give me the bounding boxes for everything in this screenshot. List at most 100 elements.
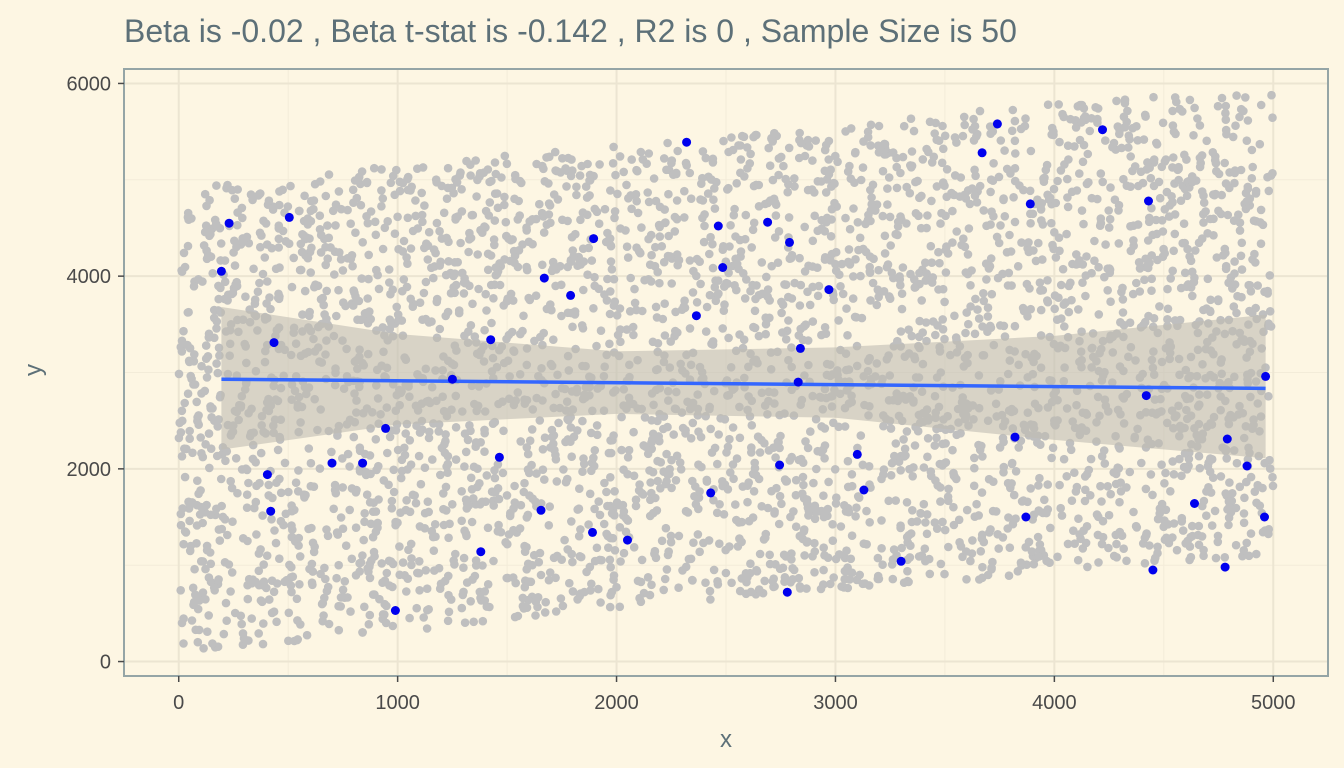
population-point xyxy=(1097,497,1106,506)
population-point xyxy=(490,473,500,483)
population-point xyxy=(927,278,937,287)
population-point xyxy=(406,186,415,195)
population-point xyxy=(299,216,309,226)
population-point xyxy=(768,175,778,185)
population-point xyxy=(540,433,550,443)
population-point xyxy=(612,582,621,592)
population-point xyxy=(1146,173,1156,183)
population-point xyxy=(331,488,341,498)
population-point xyxy=(637,223,646,232)
population-point xyxy=(820,145,830,155)
population-point xyxy=(850,178,859,187)
population-point xyxy=(562,182,571,191)
population-point xyxy=(681,426,690,435)
population-point xyxy=(515,211,524,220)
population-point xyxy=(790,174,799,183)
population-point xyxy=(180,527,190,536)
population-point xyxy=(1132,122,1141,131)
population-point xyxy=(858,244,868,254)
population-point xyxy=(549,335,558,345)
population-point xyxy=(366,519,376,529)
population-point xyxy=(1103,286,1112,295)
population-point xyxy=(749,487,759,496)
population-point xyxy=(1004,571,1014,580)
population-point xyxy=(1149,92,1158,102)
population-point xyxy=(774,519,784,529)
population-point xyxy=(334,625,344,635)
population-point xyxy=(357,274,367,283)
population-point xyxy=(643,188,652,197)
population-point xyxy=(615,152,625,161)
population-point xyxy=(896,280,905,290)
population-point xyxy=(1048,443,1058,453)
population-point xyxy=(902,498,912,507)
population-point xyxy=(238,534,248,543)
population-point xyxy=(934,247,943,257)
population-point xyxy=(754,331,764,341)
population-point xyxy=(843,331,852,340)
population-point xyxy=(982,275,991,284)
population-point xyxy=(1135,287,1145,296)
population-point xyxy=(979,537,989,547)
population-point xyxy=(212,451,222,461)
population-point xyxy=(542,153,551,162)
population-point xyxy=(1101,240,1110,249)
population-point xyxy=(498,468,508,478)
population-point xyxy=(810,514,820,524)
population-point xyxy=(605,339,614,349)
population-point xyxy=(795,128,804,138)
population-point xyxy=(1093,530,1103,540)
population-point xyxy=(385,278,394,287)
population-point xyxy=(966,281,975,290)
population-point xyxy=(824,477,833,487)
population-point xyxy=(393,212,402,222)
population-point xyxy=(628,322,638,332)
population-point xyxy=(242,232,252,242)
population-point xyxy=(832,493,841,503)
population-point xyxy=(897,289,907,299)
population-point xyxy=(1049,184,1059,194)
population-point xyxy=(432,297,442,307)
population-point xyxy=(459,553,469,563)
population-point xyxy=(859,539,869,548)
population-point xyxy=(1191,246,1200,255)
population-point xyxy=(1082,252,1091,261)
population-point xyxy=(930,441,940,450)
population-point xyxy=(840,422,850,431)
population-point xyxy=(944,484,953,494)
population-point xyxy=(493,527,503,536)
population-point xyxy=(494,494,504,504)
population-point xyxy=(1185,555,1194,565)
population-point xyxy=(178,416,187,426)
population-point xyxy=(457,603,467,613)
population-point xyxy=(501,217,511,227)
population-point xyxy=(770,233,780,242)
population-point xyxy=(423,497,433,507)
population-point xyxy=(522,565,531,574)
population-point xyxy=(204,611,213,620)
population-point xyxy=(1187,172,1197,181)
population-point xyxy=(984,264,994,273)
population-point xyxy=(789,507,798,516)
population-point xyxy=(522,223,531,232)
population-point xyxy=(576,525,585,534)
population-point xyxy=(919,499,929,509)
population-point xyxy=(1016,124,1026,134)
population-point xyxy=(287,501,296,510)
population-point xyxy=(457,487,467,496)
population-point xyxy=(1163,520,1173,529)
population-point xyxy=(336,513,346,522)
population-point xyxy=(1160,479,1169,488)
population-point xyxy=(1168,457,1177,466)
population-point xyxy=(606,473,615,482)
population-point xyxy=(1034,552,1043,561)
population-point xyxy=(827,249,837,259)
population-point xyxy=(1091,103,1100,112)
population-point xyxy=(254,549,264,558)
population-point xyxy=(516,437,525,446)
population-point xyxy=(338,483,348,492)
population-point xyxy=(896,327,906,336)
population-point xyxy=(903,566,912,576)
population-point xyxy=(1109,551,1119,561)
population-point xyxy=(561,437,570,447)
